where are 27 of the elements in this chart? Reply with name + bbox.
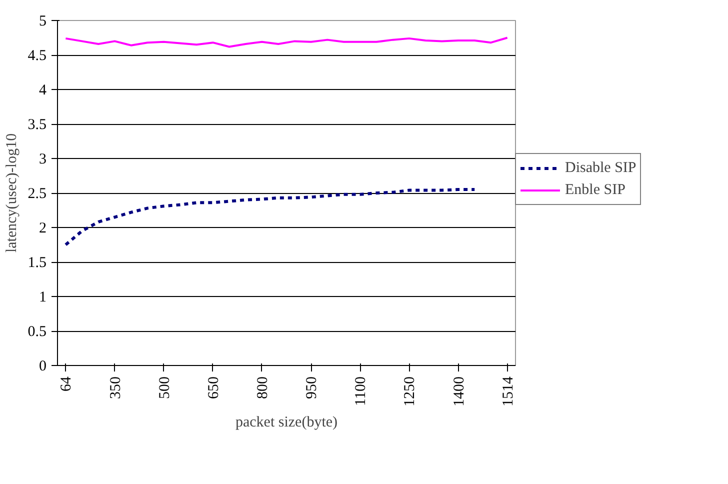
- x-axis-title: packet size(byte): [235, 414, 338, 430]
- x-tick-label: 1400: [451, 376, 468, 406]
- x-tick-label: 1100: [353, 376, 370, 406]
- legend-label: Enble SIP: [565, 182, 626, 198]
- y-tick-label: 0.5: [28, 324, 46, 340]
- line-series: [64, 188, 476, 246]
- y-axis-title: latency(usec)-log10: [4, 133, 20, 253]
- y-tick-label: 1: [39, 290, 46, 306]
- x-tick-label: 500: [156, 376, 173, 399]
- y-tick-label: 2.5: [28, 186, 46, 202]
- x-tick-label: 1250: [402, 376, 418, 406]
- y-tick-label: 1.5: [28, 255, 46, 271]
- x-tick-label: 1514: [500, 376, 516, 406]
- x-tick-label: 650: [206, 376, 222, 399]
- y-tick-label: 3: [39, 152, 46, 168]
- y-tick-label: 5: [39, 14, 46, 30]
- line-series: [64, 36, 508, 48]
- x-tick-label: 64: [58, 376, 75, 392]
- y-tick-label: 0: [39, 358, 46, 374]
- y-tick-label: 2: [39, 220, 46, 236]
- y-tick-label: 4.5: [28, 48, 46, 64]
- x-tick-label: 950: [304, 376, 320, 399]
- x-tick-label: 800: [254, 376, 271, 399]
- x-tick-label: 350: [108, 376, 124, 399]
- y-tick-label: 3.5: [28, 117, 46, 133]
- legend-label: Disable SIP: [565, 160, 636, 176]
- y-tick-label: 4: [39, 82, 47, 98]
